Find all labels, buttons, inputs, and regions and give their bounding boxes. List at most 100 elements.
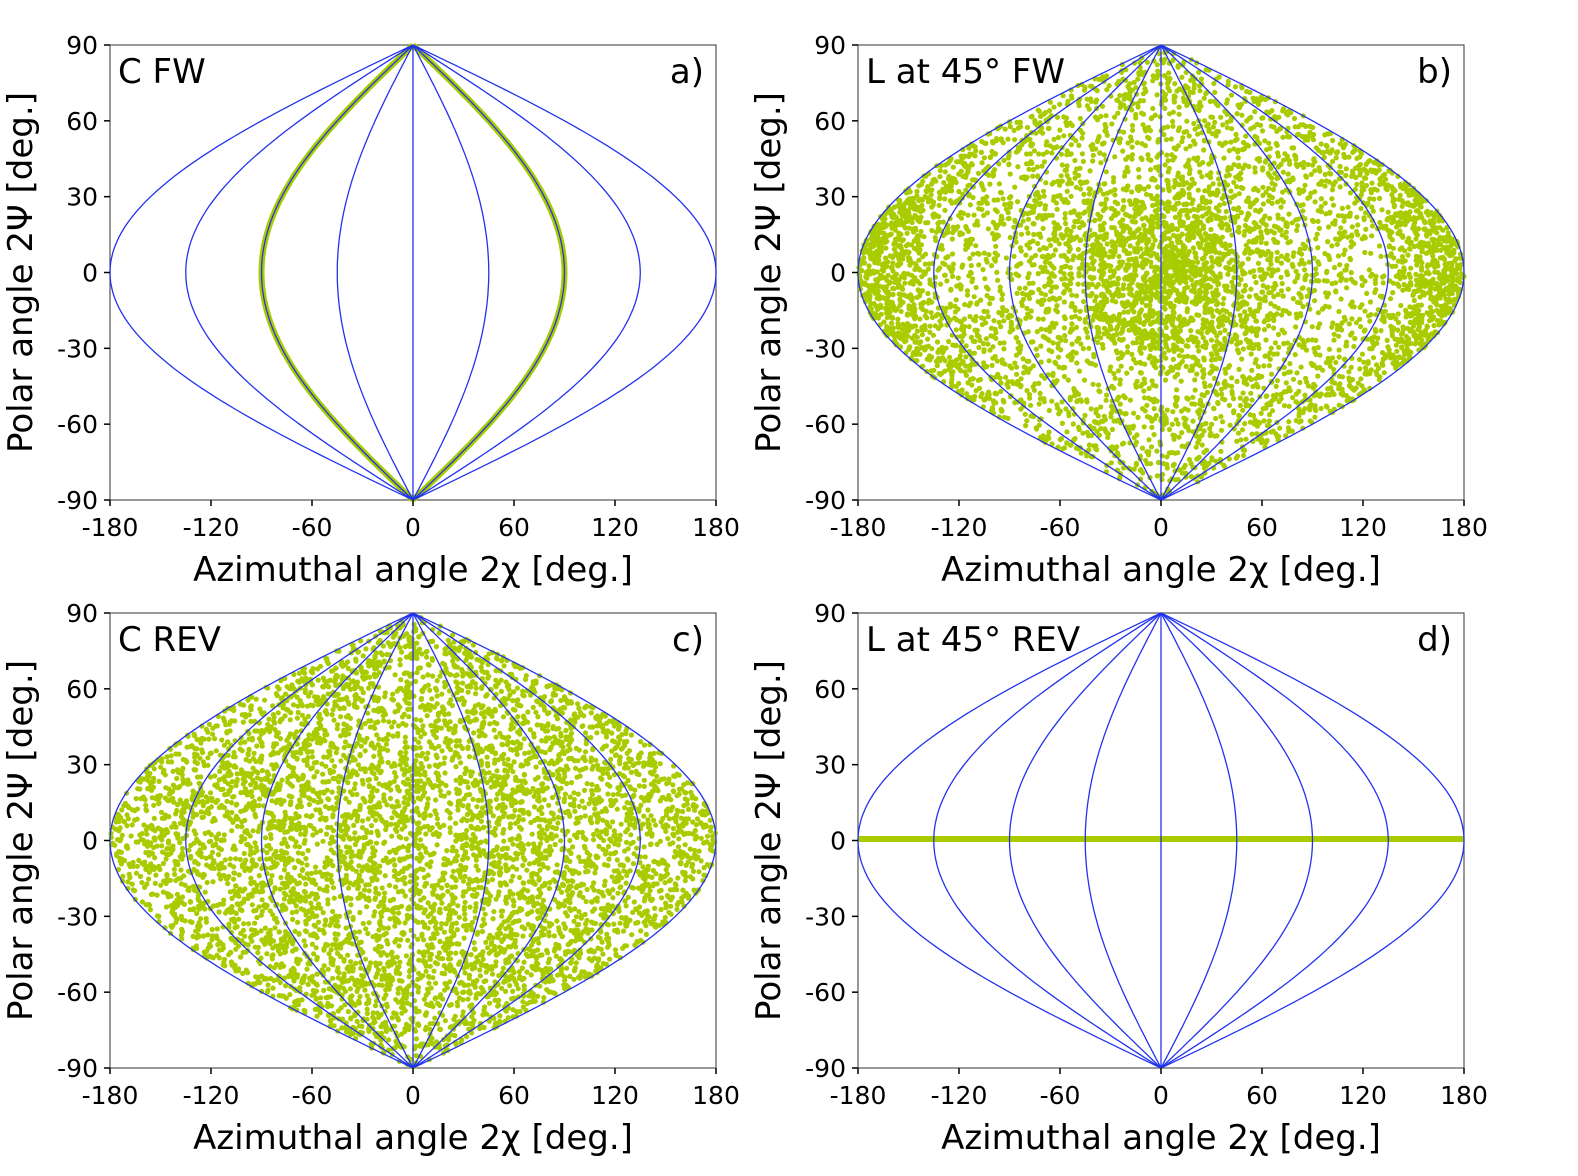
data-point bbox=[1273, 383, 1279, 389]
data-point bbox=[1164, 465, 1170, 471]
data-point bbox=[1207, 433, 1213, 439]
data-point bbox=[1104, 132, 1110, 138]
data-point bbox=[1207, 383, 1213, 389]
data-point bbox=[987, 301, 993, 307]
data-point bbox=[1248, 311, 1254, 317]
data-point bbox=[1032, 118, 1038, 124]
data-point bbox=[1091, 244, 1097, 250]
data-point bbox=[1362, 249, 1368, 256]
data-point bbox=[1051, 273, 1057, 279]
data-point bbox=[1286, 211, 1292, 217]
data-point bbox=[884, 222, 890, 228]
data-point bbox=[1030, 280, 1036, 286]
data-point bbox=[1057, 127, 1063, 133]
data-point bbox=[1001, 157, 1007, 163]
data-point bbox=[1377, 181, 1383, 187]
data-point bbox=[1176, 104, 1182, 110]
data-point bbox=[1031, 231, 1037, 238]
data-point bbox=[1377, 195, 1383, 201]
data-point bbox=[1328, 385, 1334, 391]
data-point bbox=[1243, 396, 1249, 402]
data-point bbox=[1209, 368, 1215, 374]
data-point bbox=[1014, 290, 1020, 296]
data-point bbox=[1243, 247, 1249, 253]
data-point bbox=[1255, 235, 1261, 241]
data-point bbox=[976, 344, 982, 351]
data-point bbox=[950, 273, 956, 279]
data-point bbox=[1371, 186, 1377, 192]
data-point bbox=[1275, 164, 1281, 170]
data-point bbox=[1235, 155, 1241, 161]
data-point bbox=[1061, 364, 1067, 370]
data-point bbox=[1357, 366, 1363, 372]
data-point bbox=[1165, 294, 1171, 300]
data-point bbox=[1190, 245, 1196, 251]
data-point bbox=[1149, 309, 1156, 315]
data-point bbox=[1164, 177, 1170, 183]
x-tick-label: 0 bbox=[405, 513, 421, 542]
data-point bbox=[1251, 226, 1258, 232]
y-tick-label: -30 bbox=[57, 334, 98, 363]
data-point bbox=[1125, 83, 1131, 90]
data-point bbox=[1331, 337, 1337, 343]
data-point bbox=[1138, 246, 1144, 252]
data-point bbox=[1357, 316, 1363, 322]
data-point bbox=[1163, 229, 1169, 235]
data-point bbox=[919, 332, 926, 338]
data-point bbox=[1020, 356, 1026, 362]
data-point bbox=[1120, 148, 1126, 154]
data-point bbox=[964, 292, 971, 298]
data-point bbox=[883, 245, 889, 251]
data-point bbox=[1287, 361, 1293, 367]
data-point bbox=[1081, 377, 1088, 383]
data-point bbox=[1270, 186, 1276, 193]
data-point bbox=[1047, 296, 1053, 303]
data-point bbox=[963, 354, 969, 360]
data-point bbox=[963, 224, 969, 230]
data-point bbox=[1186, 133, 1192, 139]
data-point bbox=[895, 320, 901, 327]
data-point bbox=[1232, 332, 1238, 338]
data-point bbox=[930, 332, 937, 338]
data-point bbox=[1032, 197, 1038, 203]
data-point bbox=[1273, 140, 1279, 147]
data-point bbox=[1077, 308, 1083, 314]
data-point bbox=[966, 153, 972, 160]
data-point bbox=[1275, 150, 1281, 156]
data-point bbox=[1072, 436, 1078, 442]
data-point bbox=[1045, 433, 1051, 439]
data-point bbox=[1211, 329, 1217, 335]
data-point bbox=[981, 348, 987, 355]
data-point bbox=[1226, 402, 1232, 408]
data-point bbox=[1103, 316, 1109, 322]
data-point bbox=[1274, 249, 1280, 255]
data-point bbox=[1019, 302, 1025, 309]
data-point bbox=[1215, 400, 1221, 407]
data-point bbox=[1320, 367, 1326, 373]
data-point bbox=[973, 148, 979, 154]
data-point bbox=[1061, 114, 1067, 120]
data-point bbox=[1071, 224, 1077, 230]
data-point bbox=[1103, 169, 1109, 175]
data-point bbox=[1297, 379, 1303, 386]
data-point bbox=[1036, 286, 1042, 293]
data-point bbox=[1152, 177, 1158, 183]
data-point bbox=[918, 209, 924, 215]
data-point bbox=[1170, 123, 1176, 129]
data-point bbox=[1033, 346, 1039, 352]
data-point bbox=[1365, 359, 1371, 365]
data-point bbox=[932, 235, 938, 241]
data-point bbox=[1068, 193, 1074, 199]
data-point bbox=[1121, 317, 1127, 323]
data-point bbox=[1223, 208, 1229, 215]
data-point bbox=[1015, 339, 1022, 345]
y-tick-label: -90 bbox=[57, 486, 98, 515]
data-point bbox=[1141, 424, 1147, 430]
data-point bbox=[1129, 144, 1135, 150]
data-point bbox=[946, 338, 952, 345]
data-point bbox=[919, 274, 925, 280]
data-point bbox=[1216, 262, 1222, 268]
data-point bbox=[1239, 356, 1245, 362]
data-point bbox=[1390, 245, 1396, 251]
data-point bbox=[881, 319, 887, 325]
